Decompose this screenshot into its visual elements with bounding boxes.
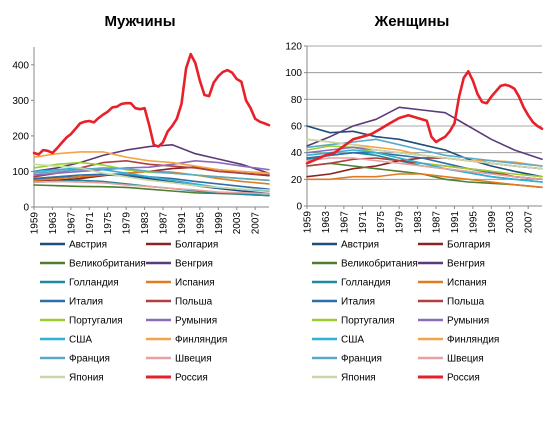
legend-label: Болгария bbox=[447, 240, 490, 251]
series-line-12 bbox=[306, 138, 543, 167]
legend-label: Россия bbox=[447, 373, 480, 384]
series-line-13 bbox=[33, 180, 270, 195]
series-line-11 bbox=[33, 151, 270, 174]
legend-label: Голландия bbox=[69, 278, 119, 289]
y-tick-label: 200 bbox=[12, 131, 29, 142]
x-tick-label: 1975 bbox=[376, 211, 387, 234]
x-tick-label: 1975 bbox=[103, 212, 114, 235]
legend-label: Россия bbox=[175, 373, 208, 384]
x-tick-label: 2003 bbox=[505, 211, 516, 234]
series-line-6 bbox=[306, 151, 543, 181]
x-tick-label: 1959 bbox=[30, 212, 41, 235]
x-tick-label: 1987 bbox=[432, 211, 443, 234]
legend-label: Румыния bbox=[175, 316, 217, 327]
x-tick-label: 1971 bbox=[85, 212, 96, 235]
legend-label: Финляндия bbox=[175, 335, 227, 346]
y-tick-label: 400 bbox=[12, 60, 29, 71]
legend-label: Австрия bbox=[69, 240, 107, 251]
y-tick-label: 120 bbox=[285, 42, 302, 53]
y-tick-label: 300 bbox=[12, 96, 29, 107]
women-chart-panel: Женщины 0 20 40 60 80 100 120 1959 1963 1967 1971 19… bbox=[285, 13, 544, 384]
series-line-15 bbox=[32, 52, 271, 156]
chart-title: Женщины bbox=[374, 13, 450, 30]
legend-label: Италия bbox=[69, 297, 103, 308]
legend-label: Венгрия bbox=[447, 259, 485, 270]
series-line-5 bbox=[306, 173, 543, 189]
legend-label: Польша bbox=[175, 297, 213, 308]
legend-label: Италия bbox=[341, 297, 375, 308]
x-tick-label: 1959 bbox=[303, 211, 314, 234]
legend-label: Португалия bbox=[341, 316, 395, 327]
legend-label: Швеция bbox=[175, 354, 212, 365]
x-tick-label: 1999 bbox=[214, 212, 225, 235]
x-tick-label: 1983 bbox=[140, 212, 151, 235]
legend-label: Швеция bbox=[447, 354, 484, 365]
men-chart-panel: Мужчины 0 100 200 300 400 1959 1963 1967 1971 1975… bbox=[12, 13, 271, 384]
y-tick-label: 20 bbox=[291, 175, 303, 186]
x-tick-label: 1991 bbox=[450, 211, 461, 234]
legend-label: Япония bbox=[69, 373, 104, 384]
x-tick-label: 1995 bbox=[468, 211, 479, 234]
x-tick-label: 1963 bbox=[321, 211, 332, 234]
legend-label: Австрия bbox=[341, 240, 379, 251]
x-tick-label: 1987 bbox=[159, 212, 170, 235]
series-line-3 bbox=[306, 106, 543, 161]
legend-label: Великобритания bbox=[69, 258, 146, 270]
x-tick-label: 1991 bbox=[177, 212, 188, 235]
y-tick-label: 100 bbox=[285, 68, 302, 79]
x-tick-label: 2007 bbox=[524, 211, 535, 234]
series-line-12 bbox=[33, 167, 270, 182]
series-line-15 bbox=[305, 70, 544, 165]
series-line-3 bbox=[33, 144, 270, 174]
x-tick-label: 1995 bbox=[195, 212, 206, 235]
x-tick-label: 2007 bbox=[251, 212, 262, 235]
x-tick-label: 1971 bbox=[358, 211, 369, 234]
legend-label: Франция bbox=[69, 354, 110, 365]
series-line-0 bbox=[306, 125, 543, 178]
y-tick-label: 100 bbox=[12, 167, 29, 178]
y-tick-label: 40 bbox=[291, 148, 303, 159]
chart-title: Мужчины bbox=[104, 13, 175, 30]
legend-label: США bbox=[69, 335, 92, 346]
series-line-14 bbox=[33, 163, 270, 191]
legend-label: Румыния bbox=[447, 316, 489, 327]
x-tick-label: 1999 bbox=[487, 211, 498, 234]
series-line-10 bbox=[306, 149, 543, 183]
legend-label: Португалия bbox=[69, 316, 123, 327]
legend-label: Великобритания bbox=[341, 258, 418, 270]
x-tick-label: 1979 bbox=[395, 211, 406, 234]
legend-label: Болгария bbox=[175, 240, 218, 251]
legend-label: Япония bbox=[341, 373, 376, 384]
x-tick-label: 1983 bbox=[413, 211, 424, 234]
legend-label: Голландия bbox=[341, 278, 391, 289]
legend-label: Испания bbox=[175, 278, 215, 289]
series-line-9 bbox=[33, 160, 270, 176]
y-tick-label: 0 bbox=[23, 203, 29, 214]
y-tick-label: 60 bbox=[291, 122, 303, 133]
legend-label: Финляндия bbox=[447, 335, 499, 346]
legend-label: Франция bbox=[341, 354, 382, 365]
series-line-13 bbox=[306, 157, 543, 181]
x-tick-label: 1979 bbox=[122, 212, 133, 235]
y-tick-label: 0 bbox=[296, 202, 302, 213]
x-tick-label: 1967 bbox=[66, 212, 77, 235]
x-tick-label: 2003 bbox=[232, 212, 243, 235]
legend-label: Польша bbox=[447, 297, 485, 308]
y-tick-label: 80 bbox=[291, 95, 303, 106]
legend-label: США bbox=[341, 335, 364, 346]
legend-label: Венгрия bbox=[175, 259, 213, 270]
x-tick-label: 1963 bbox=[48, 212, 59, 235]
x-tick-label: 1967 bbox=[339, 211, 350, 234]
legend-label: Испания bbox=[447, 278, 487, 289]
